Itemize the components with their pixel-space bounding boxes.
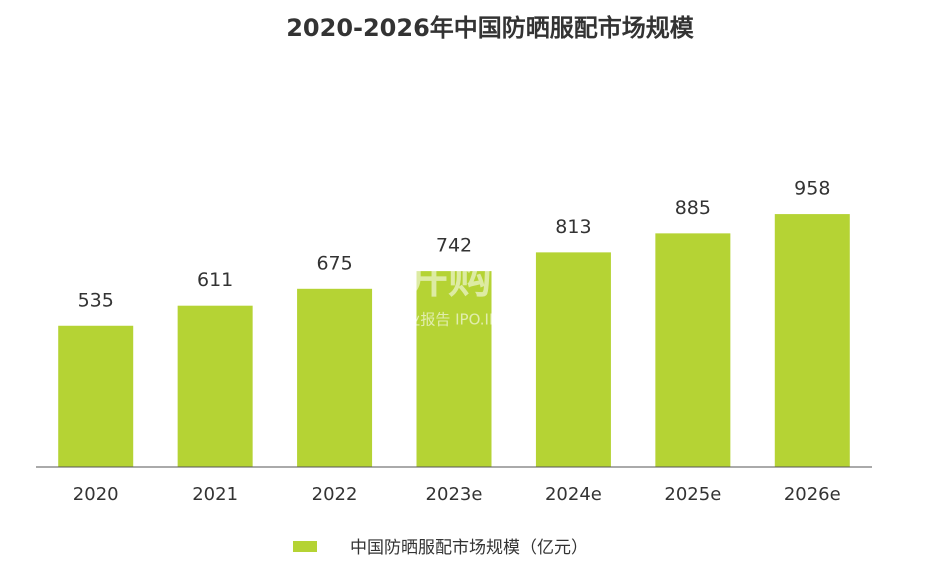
chart-title: 2020-2026年中国防晒服配市场规模: [286, 14, 695, 42]
bar: [535, 252, 611, 467]
bar: [297, 288, 373, 467]
bar: [416, 271, 492, 467]
legend-swatch: [293, 541, 317, 552]
watermark-brand: 并购家: [404, 252, 536, 303]
x-tick-label: 2024e: [545, 484, 602, 505]
value-label: 535: [78, 289, 114, 311]
value-label: 958: [794, 178, 830, 200]
value-label: 885: [675, 197, 711, 219]
value-label: 611: [197, 269, 233, 291]
x-tick-label: 2025e: [664, 484, 721, 505]
watermark-caption: 行业报告 IPO.IPO.CN: [390, 311, 535, 329]
x-tick-label: 2020: [73, 484, 119, 505]
x-tick-label: 2023e: [426, 484, 483, 505]
bar: [58, 325, 134, 467]
bar: [655, 233, 731, 467]
value-label: 813: [555, 216, 591, 238]
x-tick-label: 2022: [312, 484, 358, 505]
x-tick-label: 2026e: [784, 484, 841, 505]
value-label: 742: [436, 235, 472, 257]
bar: [177, 305, 253, 467]
x-tick-label: 2021: [192, 484, 238, 505]
bar: [774, 214, 850, 467]
legend-label: 中国防晒服配市场规模（亿元）: [350, 538, 588, 558]
value-label: 675: [316, 252, 352, 274]
